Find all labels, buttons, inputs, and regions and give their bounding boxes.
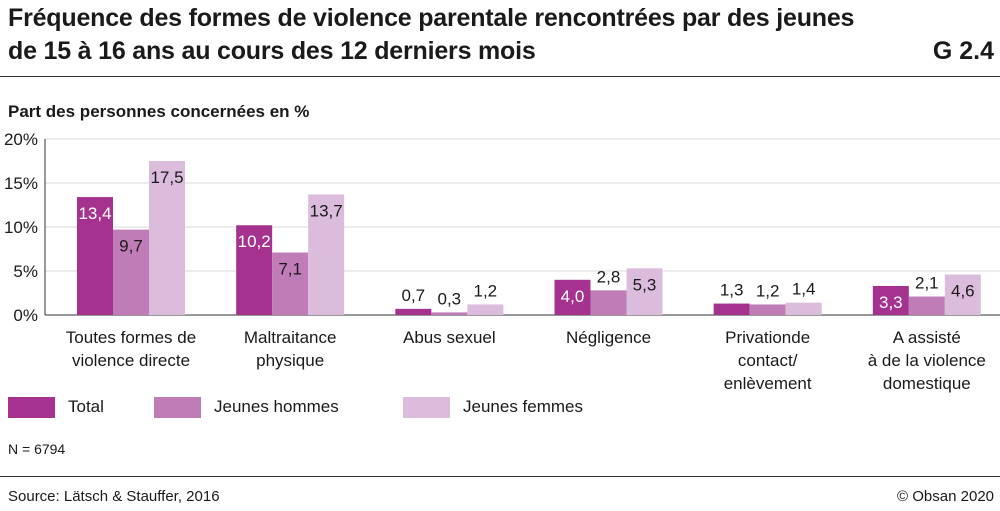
legend-label-jeunes-femmes: Jeunes femmes	[463, 397, 583, 416]
bar	[908, 296, 945, 315]
data-label: 5,3	[633, 275, 657, 294]
data-label: 13,4	[78, 204, 111, 223]
data-label: 0,7	[402, 286, 426, 305]
x-tick-label: contact/	[738, 351, 798, 370]
legend-swatch-jeunes-femmes	[403, 397, 450, 418]
bar	[431, 312, 468, 315]
y-axis-label: Part des personnes concernées en %	[8, 102, 310, 121]
y-tick-label: 15%	[4, 174, 38, 193]
data-label: 1,2	[474, 281, 498, 300]
legend-label-jeunes-hommes: Jeunes hommes	[214, 397, 339, 416]
y-tick-label: 5%	[13, 262, 38, 281]
bar	[785, 302, 822, 315]
copyright-text: © Obsan 2020	[897, 488, 994, 505]
chart-title-line2: de 15 à 16 ans au cours des 12 derniers …	[8, 37, 536, 65]
data-label: 2,8	[597, 267, 621, 286]
top-rule	[0, 76, 1000, 77]
data-label: 13,7	[310, 201, 343, 220]
data-label: 9,7	[119, 237, 143, 256]
bar	[626, 268, 663, 315]
bar	[590, 290, 627, 315]
sample-size-note: N = 6794	[8, 441, 66, 457]
chart-id: G 2.4	[932, 37, 994, 65]
bar	[872, 285, 909, 315]
data-label: 7,1	[278, 260, 302, 279]
bar	[467, 304, 504, 315]
bar	[149, 161, 185, 315]
x-tick-label: Maltraitance	[244, 328, 337, 347]
legend-label-total: Total	[68, 397, 104, 416]
x-tick-label: Toutes formes de	[66, 328, 196, 347]
bar	[236, 225, 273, 315]
data-label: 3,3	[879, 293, 903, 312]
bar	[395, 308, 432, 315]
bar	[77, 197, 113, 315]
y-tick-label: 20%	[4, 130, 38, 149]
data-label: 1,2	[756, 281, 780, 300]
x-tick-label: domestique	[883, 374, 971, 393]
bar	[713, 303, 750, 315]
x-tick-label: A assisté	[893, 328, 961, 347]
bar	[272, 252, 309, 315]
x-tick-label: enlèvement	[724, 374, 812, 393]
x-tick-label: physique	[256, 351, 324, 370]
source-text: Source: Lätsch & Stauffer, 2016	[8, 488, 220, 505]
y-tick-label: 0%	[13, 306, 38, 325]
data-label: 4,6	[951, 282, 975, 301]
legend-swatch-jeunes-hommes	[154, 397, 201, 418]
bottom-rule	[0, 476, 1000, 477]
data-label: 1,3	[720, 281, 744, 300]
bar	[554, 279, 591, 315]
bar	[749, 304, 786, 315]
data-label: 0,3	[438, 289, 462, 308]
x-tick-label: Abus sexuel	[403, 328, 496, 347]
data-label: 17,5	[150, 168, 183, 187]
data-label: 10,2	[238, 232, 271, 251]
data-label: 1,4	[792, 280, 816, 299]
chart-title-line1: Fréquence des formes de violence parenta…	[8, 4, 855, 32]
x-tick-label: à de la violence	[868, 351, 986, 370]
data-label: 4,0	[561, 287, 585, 306]
bar-chart: 0% 5% 10% 15% 20% 13,4 10,2 0,7 4,0 1,3 3,3 9,7 7,1 0…	[4, 130, 1000, 393]
y-tick-label: 10%	[4, 218, 38, 237]
data-label: 2,1	[915, 274, 939, 293]
legend-swatch-total	[8, 397, 55, 418]
bar	[308, 194, 345, 315]
bar	[944, 274, 981, 315]
x-tick-label: Négligence	[566, 328, 651, 347]
x-tick-label: violence directe	[72, 351, 190, 370]
bar	[113, 229, 149, 315]
x-tick-label: Privationde	[725, 328, 810, 347]
